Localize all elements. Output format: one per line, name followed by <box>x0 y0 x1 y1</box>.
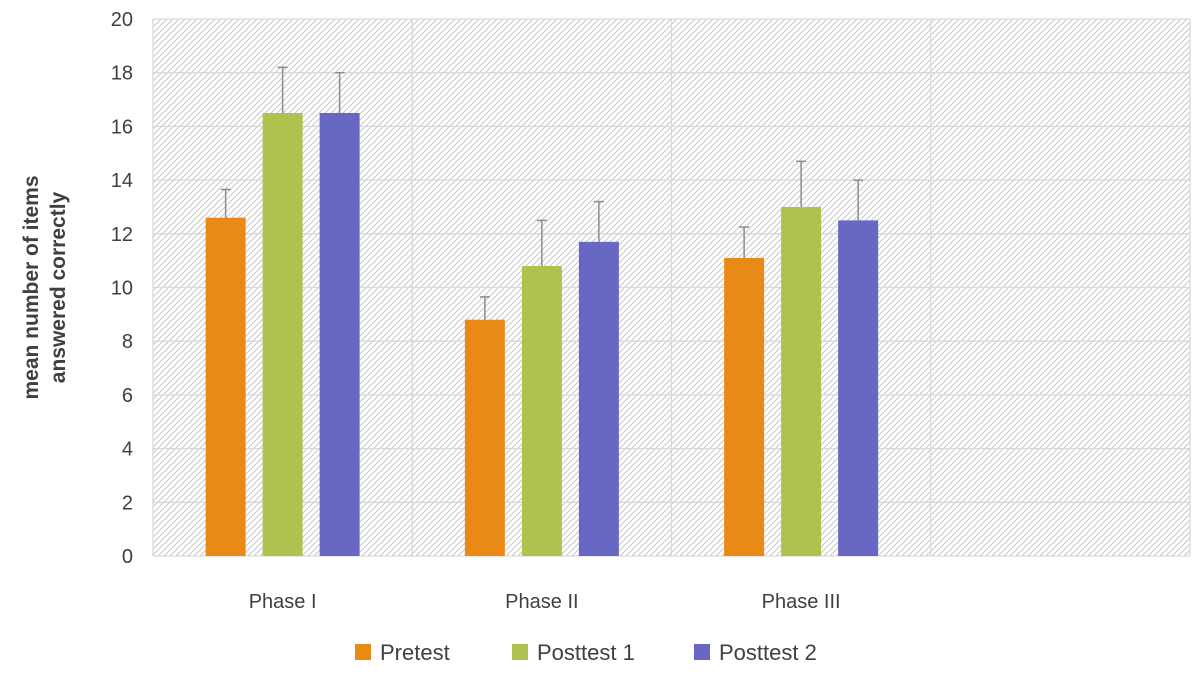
x-tick-label: Phase II <box>505 591 578 613</box>
legend-swatch <box>694 644 710 660</box>
y-tick-label: 10 <box>111 278 133 300</box>
legend-swatch <box>355 644 371 660</box>
legend-label: Pretest <box>380 640 450 665</box>
bar-posttest-1 <box>262 112 303 556</box>
bar-pretest <box>724 257 765 556</box>
y-axis-label-line: answered correctly <box>47 191 70 383</box>
bar-series <box>205 112 879 557</box>
x-tick-label: Phase I <box>249 591 317 613</box>
y-axis-label-line: mean number of items <box>20 175 43 399</box>
y-tick-label: 18 <box>111 63 133 85</box>
y-tick-label: 0 <box>122 546 133 568</box>
x-tick-label: Phase III <box>762 591 841 613</box>
bar-posttest-2 <box>578 241 619 557</box>
bar-pretest <box>464 319 505 556</box>
legend: Pretest Posttest 1 Posttest 2 <box>355 640 817 665</box>
legend-swatch <box>512 644 528 660</box>
bar-posttest-1 <box>781 206 822 556</box>
y-tick-label: 8 <box>122 331 133 353</box>
y-axis-ticks: 0 2 4 6 8 10 12 14 16 18 20 <box>111 9 133 568</box>
bar-posttest-2 <box>838 220 879 556</box>
bar-pretest <box>205 217 246 556</box>
y-tick-label: 4 <box>122 439 133 461</box>
y-tick-label: 20 <box>111 9 133 31</box>
bar-posttest-1 <box>521 266 562 556</box>
bar-posttest-2 <box>319 112 360 556</box>
legend-label: Posttest 1 <box>537 640 635 665</box>
y-tick-label: 16 <box>111 116 133 138</box>
y-tick-label: 2 <box>122 492 133 514</box>
x-axis-labels: Phase I Phase II Phase III <box>249 591 841 613</box>
y-tick-label: 12 <box>111 224 133 246</box>
y-tick-label: 14 <box>111 170 133 192</box>
legend-label: Posttest 2 <box>719 640 817 665</box>
error-bars <box>220 66 864 320</box>
y-axis-label: mean number of items answered correctly <box>20 175 70 399</box>
y-tick-label: 6 <box>122 385 133 407</box>
